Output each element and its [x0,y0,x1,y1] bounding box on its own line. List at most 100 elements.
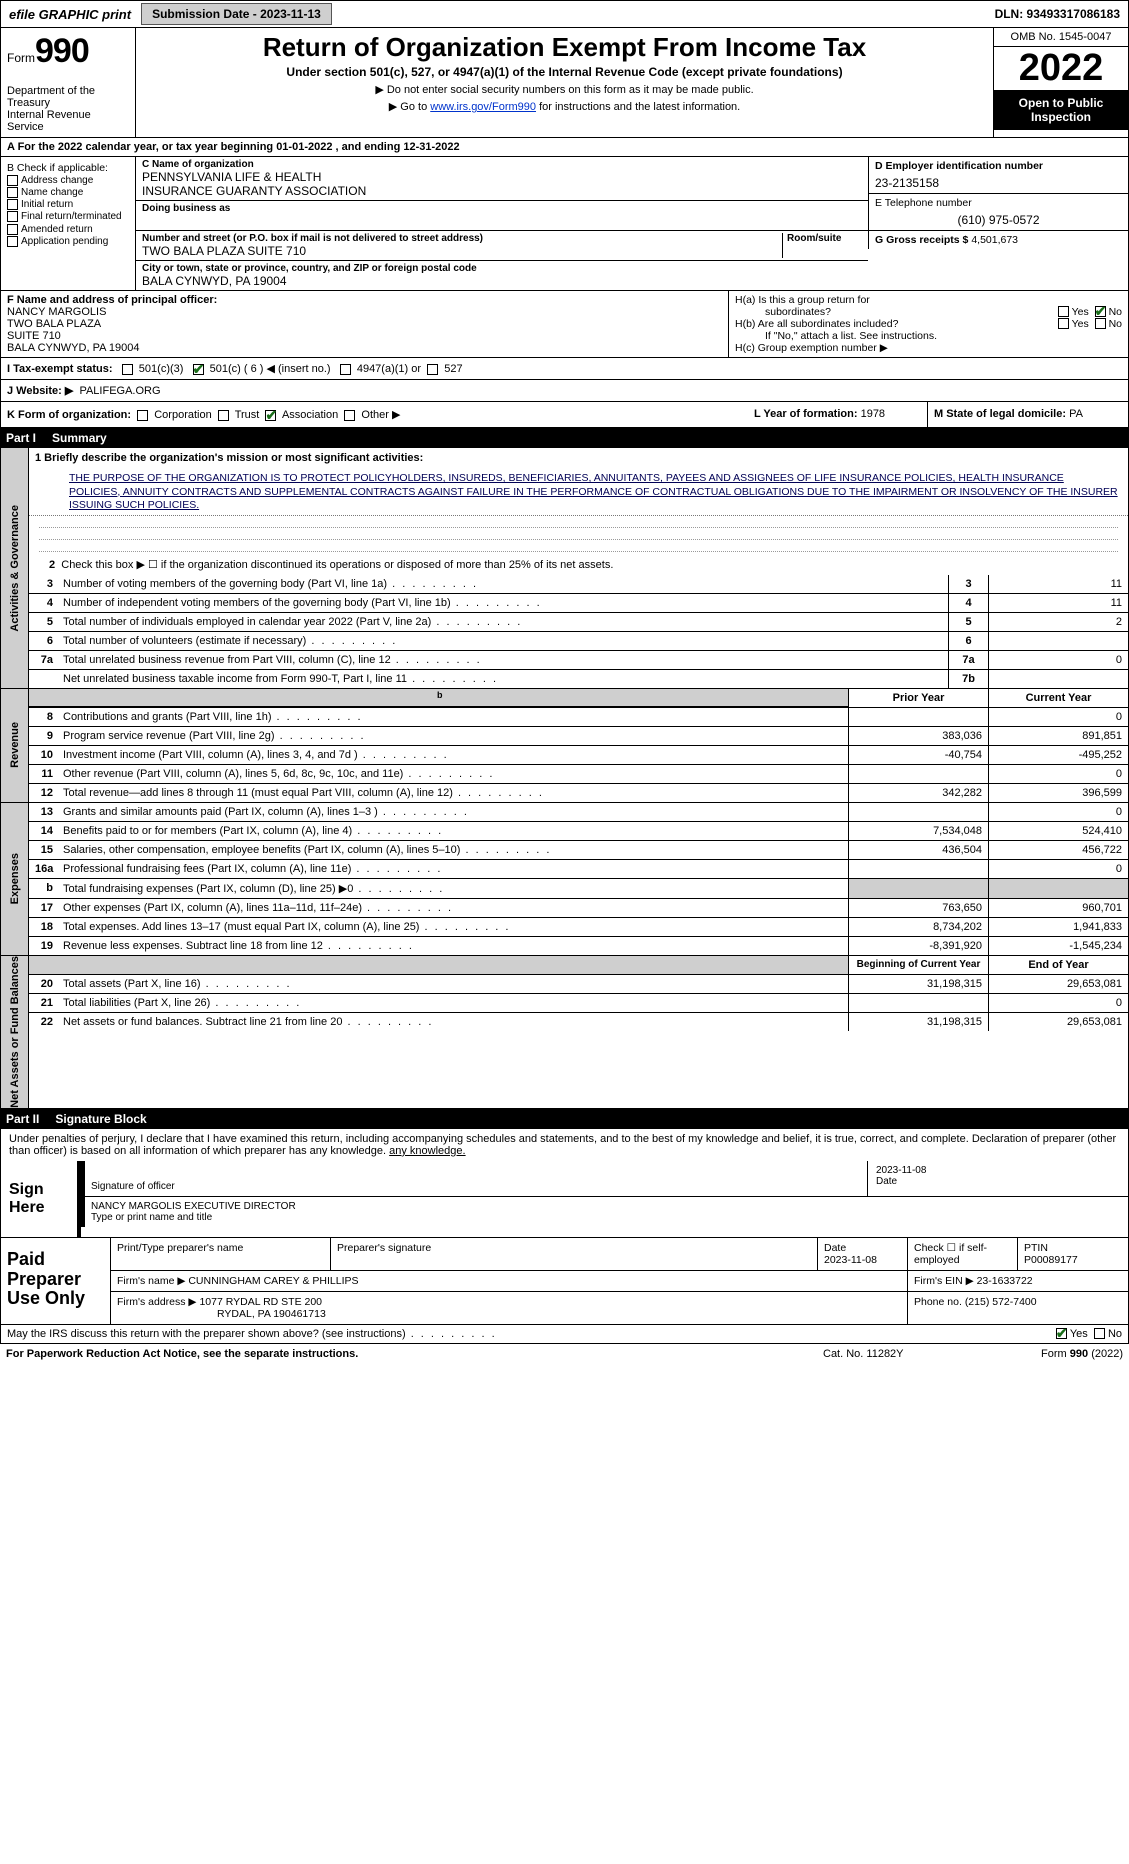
chk-amended[interactable]: Amended return [7,224,129,235]
chk-final[interactable]: Final return/terminated [7,211,129,222]
checkbox-icon[interactable] [265,410,276,421]
hb-note: If "No," attach a list. See instructions… [735,330,1122,342]
netassets-section: Net Assets or Fund Balances Beginning of… [0,956,1129,1109]
footer-form: Form 990 (2022) [983,1348,1123,1360]
form-title: Return of Organization Exempt From Incom… [146,32,983,63]
open-inspection: Open to Public Inspection [994,90,1128,130]
end-year-hdr: End of Year [988,956,1128,974]
prep-ein: 23-1633722 [977,1275,1033,1287]
table-row: 3 Number of voting members of the govern… [29,575,1128,594]
officer-block: F Name and address of principal officer:… [1,291,728,357]
checkbox-icon[interactable] [122,364,133,375]
table-row: 14 Benefits paid to or for members (Part… [29,822,1128,841]
checkbox-icon[interactable] [340,364,351,375]
table-row: 13 Grants and similar amounts paid (Part… [29,803,1128,822]
table-row: 17 Other expenses (Part IX, column (A), … [29,899,1128,918]
checkbox-icon[interactable] [193,364,204,375]
prep-selfemp: Check ☐ if self-employed [908,1238,1018,1270]
prep-addr2: RYDAL, PA 190461713 [117,1308,326,1320]
prep-name-label: Print/Type preparer's name [111,1238,331,1270]
sig-declaration: Under penalties of perjury, I declare th… [1,1129,1128,1161]
footer-left: For Paperwork Reduction Act Notice, see … [6,1348,823,1360]
prep-ptin: P00089177 [1024,1254,1078,1266]
checkbox-icon[interactable] [1095,306,1106,317]
table-row: b Total fundraising expenses (Part IX, c… [29,879,1128,899]
checkbox-icon[interactable] [1058,306,1069,317]
checkbox-icon [7,224,18,235]
org-name: PENNSYLVANIA LIFE & HEALTH [142,170,862,184]
table-row: 10 Investment income (Part VIII, column … [29,746,1128,765]
website-value: PALIFEGA.ORG [79,385,160,397]
preparer-header: Paid Preparer Use Only [1,1238,111,1324]
table-row: 4 Number of independent voting members o… [29,594,1128,613]
sig-date: 2023-11-08 [876,1165,1120,1176]
checkbox-icon[interactable] [218,410,229,421]
addr-label: Number and street (or P.O. box if mail i… [142,233,782,244]
table-row: 11 Other revenue (Part VIII, column (A),… [29,765,1128,784]
irs-label: Internal Revenue Service [7,109,129,133]
chk-name[interactable]: Name change [7,187,129,198]
footer: For Paperwork Reduction Act Notice, see … [0,1344,1129,1364]
officer-h-row: F Name and address of principal officer:… [0,291,1129,358]
col-b-header: B Check if applicable: [7,162,129,174]
officer-name: NANCY MARGOLIS [7,306,722,318]
website-label: J Website: ▶ [7,385,73,397]
city-value: BALA CYNWYD, PA 19004 [142,274,862,288]
begin-year-hdr: Beginning of Current Year [848,956,988,974]
hc-label: H(c) Group exemption number ▶ [735,342,1122,354]
mission-blank [39,528,1118,540]
ha-label: H(a) Is this a group return for [735,294,870,306]
dba-value [142,214,862,228]
checkbox-icon [7,211,18,222]
prior-year-hdr: Prior Year [848,689,988,707]
checkbox-icon[interactable] [344,410,355,421]
col-b: B Check if applicable: Address change Na… [1,157,136,290]
checkbox-icon[interactable] [1056,1328,1067,1339]
checkbox-icon [7,199,18,210]
form-note1: ▶ Do not enter social security numbers o… [146,83,983,96]
sign-here-label: Sign Here [1,1161,81,1237]
governance-section: Activities & Governance 1 Briefly descri… [0,448,1129,689]
checkbox-icon[interactable] [1058,318,1069,329]
l-label: L Year of formation: [754,408,858,420]
sig-officer-label: Signature of officer [91,1181,859,1192]
header-right: OMB No. 1545-0047 2022 Open to Public In… [993,28,1128,137]
dba-label: Doing business as [142,203,862,214]
irs-link[interactable]: www.irs.gov/Form990 [430,101,536,113]
table-row: Net unrelated business taxable income fr… [29,670,1128,688]
chk-pending[interactable]: Application pending [7,236,129,247]
mission-label: 1 Briefly describe the organization's mi… [29,448,1128,468]
dept-treasury: Department of the Treasury [7,85,129,109]
officer-addr1: TWO BALA PLAZA [7,318,722,330]
sig-date-label: Date [876,1176,1120,1187]
checkbox-icon [7,187,18,198]
chk-address[interactable]: Address change [7,175,129,186]
discuss-question: May the IRS discuss this return with the… [7,1328,1056,1340]
checkbox-icon [7,236,18,247]
checkbox-icon [7,175,18,186]
checkbox-icon[interactable] [1094,1328,1105,1339]
row-a: A For the 2022 calendar year, or tax yea… [0,138,1129,157]
table-row: 15 Salaries, other compensation, employe… [29,841,1128,860]
omb-number: OMB No. 1545-0047 [994,28,1128,47]
checkbox-icon[interactable] [137,410,148,421]
hb-label: H(b) Are all subordinates included? [735,318,1058,330]
officer-addr2: SUITE 710 [7,330,722,342]
chk-initial[interactable]: Initial return [7,199,129,210]
preparer-block: Paid Preparer Use Only Print/Type prepar… [0,1238,1129,1325]
expenses-section: Expenses 13 Grants and similar amounts p… [0,803,1129,956]
begin-end-header: Beginning of Current Year End of Year [29,956,1128,975]
part2-header: Part II Signature Block [0,1109,1129,1129]
row-klm: K Form of organization: Corporation Trus… [0,402,1129,428]
revenue-label: Revenue [1,689,29,802]
checkbox-icon[interactable] [1095,318,1106,329]
ein-value: 23-2135158 [875,172,1122,190]
prep-phone: (215) 572-7400 [965,1296,1037,1308]
prep-addr1: 1077 RYDAL RD STE 200 [199,1296,322,1308]
checkbox-icon[interactable] [427,364,438,375]
sig-name: NANCY MARGOLIS EXECUTIVE DIRECTOR [91,1201,1120,1212]
table-row: 8 Contributions and grants (Part VIII, l… [29,708,1128,727]
part1-header: Part I Summary [0,428,1129,448]
part1-num: Part I [6,431,52,445]
submission-date-button[interactable]: Submission Date - 2023-11-13 [141,3,332,25]
